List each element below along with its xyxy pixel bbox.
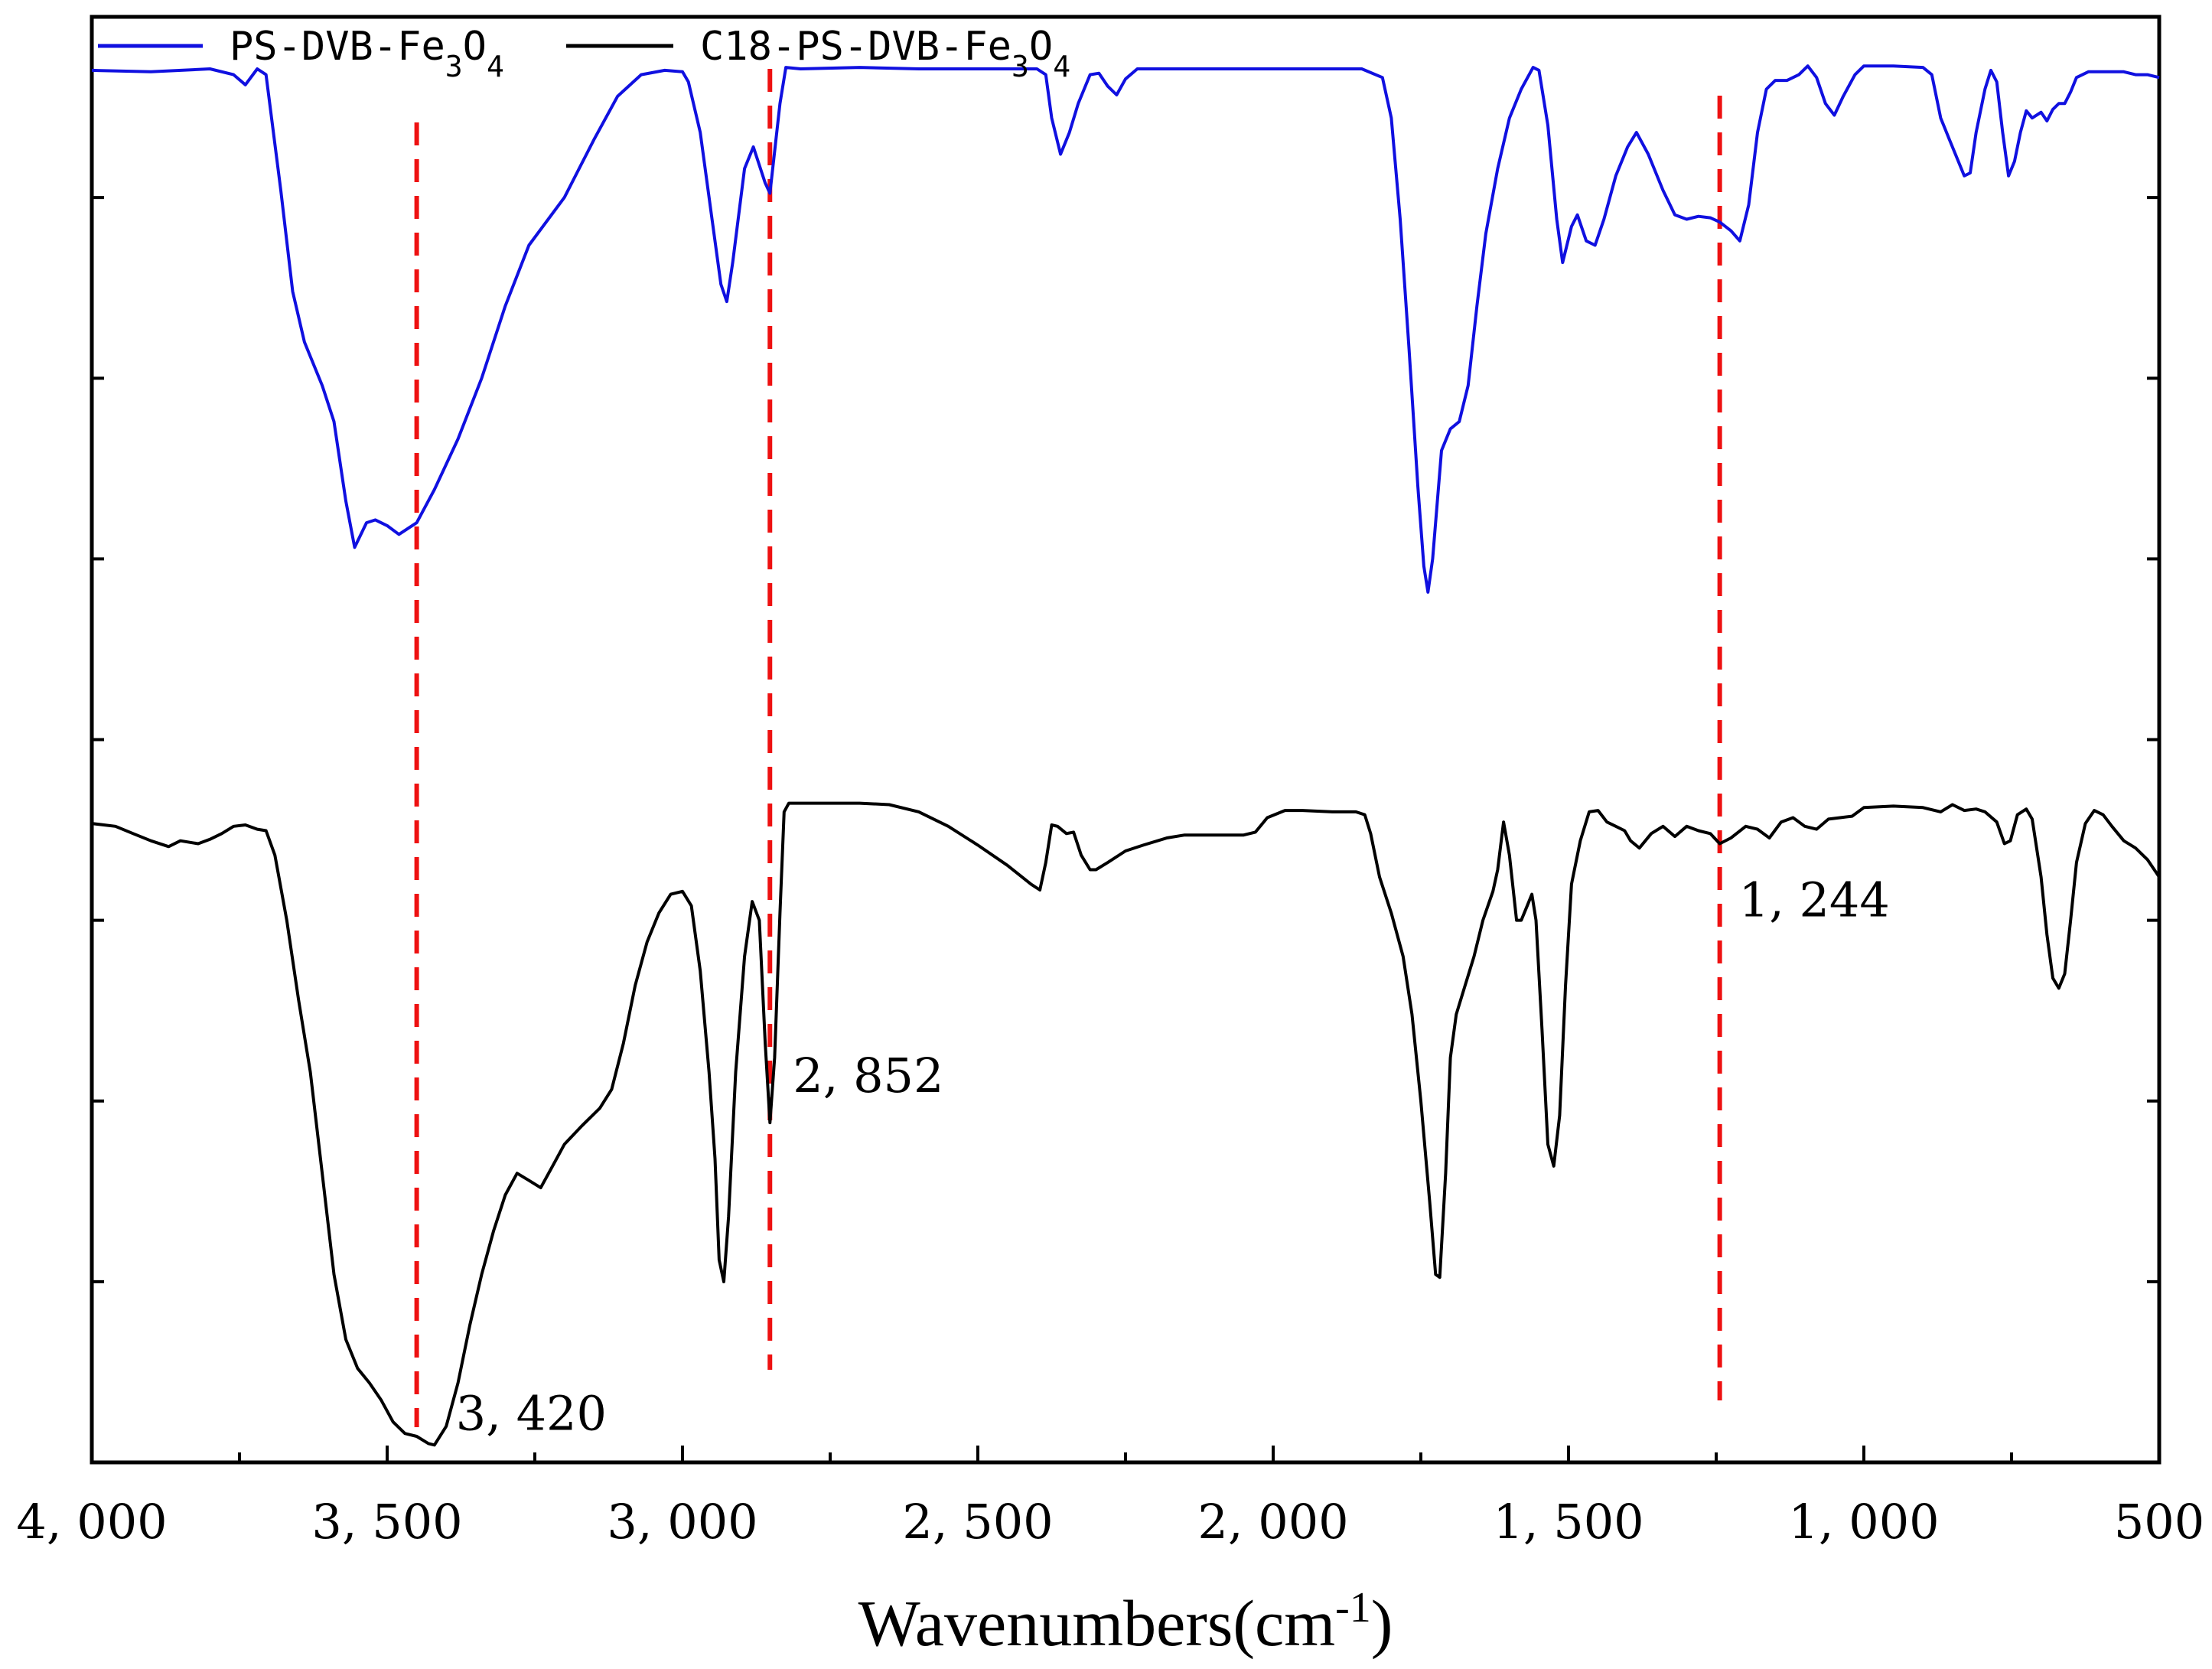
peak-annotations: 3, 420 2, 852 1, 244 bbox=[456, 872, 1890, 1442]
x-axis-title-sup: -1 bbox=[1335, 1584, 1371, 1632]
x-tick-label: 500 bbox=[2114, 1494, 2204, 1550]
legend-label-ps-dvb-fe3o4: PS-DVB-Fe3O4 bbox=[230, 24, 504, 83]
legend-label-sub: 4 bbox=[1053, 50, 1070, 83]
x-tick-label: 1, 500 bbox=[1493, 1494, 1644, 1550]
series-line-c18-ps-dvb-fe3o4 bbox=[91, 801, 2161, 1447]
x-tick-label: 1, 000 bbox=[1788, 1494, 1939, 1550]
legend-label-main: C18-PS-DVB-Fe bbox=[700, 24, 1012, 70]
legend-label-sub: 3 bbox=[1012, 50, 1029, 83]
x-tick-labels: 4, 000 3, 500 3, 000 2, 500 2, 000 1, 500 1, 0… bbox=[16, 1494, 2204, 1550]
series-line-ps-dvb-fe3o4 bbox=[91, 64, 2160, 594]
x-tick-label: 2, 000 bbox=[1197, 1494, 1348, 1550]
legend-label-c18-ps-dvb-fe3o4: C18-PS-DVB-Fe3O4 bbox=[700, 24, 1070, 83]
legend-label-mid: O bbox=[463, 24, 487, 70]
annotation-2852: 2, 852 bbox=[793, 1048, 943, 1103]
x-tick-label: 3, 500 bbox=[311, 1494, 462, 1550]
x-axis-title: Wavenumbers(cm-1) bbox=[858, 1584, 1393, 1660]
reference-lines bbox=[414, 69, 1722, 1427]
legend-label-sub: 4 bbox=[487, 50, 504, 83]
x-tick-label: 3, 000 bbox=[607, 1494, 757, 1550]
x-tick-label: 4, 000 bbox=[16, 1494, 167, 1550]
annotation-1244: 1, 244 bbox=[1739, 872, 1890, 928]
x-axis-title-main: Wavenumbers(cm bbox=[858, 1586, 1336, 1660]
legend: PS-DVB-Fe3O4 C18-PS-DVB-Fe3O4 bbox=[98, 24, 1070, 83]
legend-label-main: PS-DVB-Fe bbox=[230, 24, 445, 70]
series-layer bbox=[91, 64, 2161, 1447]
x-tick-label: 2, 500 bbox=[902, 1494, 1053, 1550]
legend-label-mid: O bbox=[1029, 24, 1053, 70]
annotation-3420: 3, 420 bbox=[456, 1385, 607, 1441]
axis-ticks bbox=[90, 15, 2161, 1464]
legend-label-sub: 3 bbox=[445, 50, 463, 83]
x-axis-title-close: ) bbox=[1371, 1586, 1393, 1660]
